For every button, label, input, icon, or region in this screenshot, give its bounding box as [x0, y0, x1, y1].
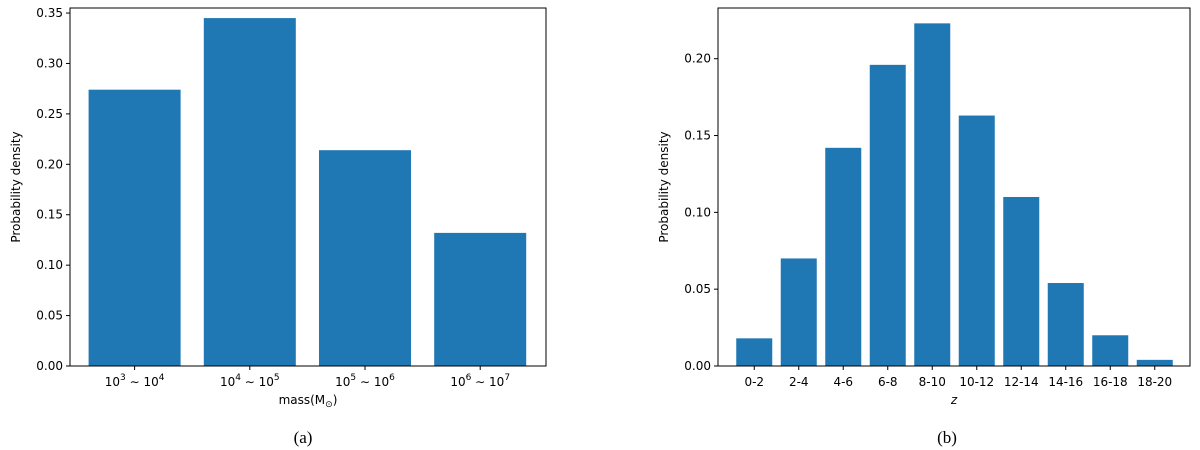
bar	[1047, 283, 1084, 366]
caption-b: (b)	[937, 428, 957, 447]
x-tick-label: 14-16	[1048, 375, 1083, 389]
y-tick-label: 0.15	[36, 208, 63, 222]
x-tick-label: 4-6	[833, 375, 853, 389]
bar	[88, 89, 181, 366]
bar	[203, 18, 296, 367]
x-tick-label: 8-10	[919, 375, 946, 389]
y-tick-label: 0.35	[36, 6, 63, 20]
y-tick-label: 0.15	[684, 129, 711, 143]
x-tick-label: 105 ∼ 106	[335, 373, 395, 389]
bar	[869, 64, 906, 366]
bar	[736, 338, 773, 366]
y-axis-label: Probability density	[657, 131, 671, 242]
x-tick-label: 16-18	[1093, 375, 1128, 389]
x-axis-label: z	[950, 393, 958, 407]
bar	[914, 23, 951, 366]
bar	[1136, 359, 1173, 366]
bar	[434, 232, 527, 366]
x-tick-label: 12-14	[1004, 375, 1039, 389]
y-tick-label: 0.20	[684, 52, 711, 66]
axes-frame	[717, 7, 1191, 367]
y-tick-label: 0.00	[36, 359, 63, 373]
axes-frame	[69, 7, 547, 367]
y-tick-label: 0.25	[36, 107, 63, 121]
chart-panel-b: 0.00 0.05 0.10 0.15 0.20 0-2 2-4 4-6 6-8 8-10 10-1…	[657, 7, 1191, 407]
bar	[958, 115, 995, 366]
y-tick-label: 0.30	[36, 56, 63, 70]
x-axis-label: mass(M⊙)	[279, 393, 338, 410]
bar	[1092, 335, 1129, 366]
x-tick-label: 0-2	[744, 375, 764, 389]
y-tick-label: 0.00	[684, 359, 711, 373]
x-tick-label: 106 ∼ 107	[450, 373, 510, 389]
bar	[825, 147, 862, 366]
x-tick-label: 103 ∼ 104	[105, 373, 165, 389]
x-tick-label: 18-20	[1137, 375, 1172, 389]
y-tick-label: 0.05	[36, 309, 63, 323]
y-tick-label: 0.10	[684, 205, 711, 219]
x-tick-label: 2-4	[789, 375, 809, 389]
bar	[319, 150, 411, 366]
bar	[780, 258, 817, 366]
y-axis-label: Probability density	[9, 131, 23, 242]
x-tick-label: 10-12	[959, 375, 994, 389]
x-tick-label: 104 ∼ 105	[220, 373, 280, 389]
x-tick-label: 6-8	[878, 375, 898, 389]
bar	[1003, 196, 1040, 366]
chart-panel-a: 0.00 0.05 0.10 0.15 0.20 0.25 0.30 0.35 103 ∼ 10…	[9, 6, 547, 410]
y-tick-label: 0.20	[36, 157, 63, 171]
caption-a: (a)	[294, 428, 313, 447]
y-tick-label: 0.10	[36, 258, 63, 272]
y-tick-label: 0.05	[684, 282, 711, 296]
